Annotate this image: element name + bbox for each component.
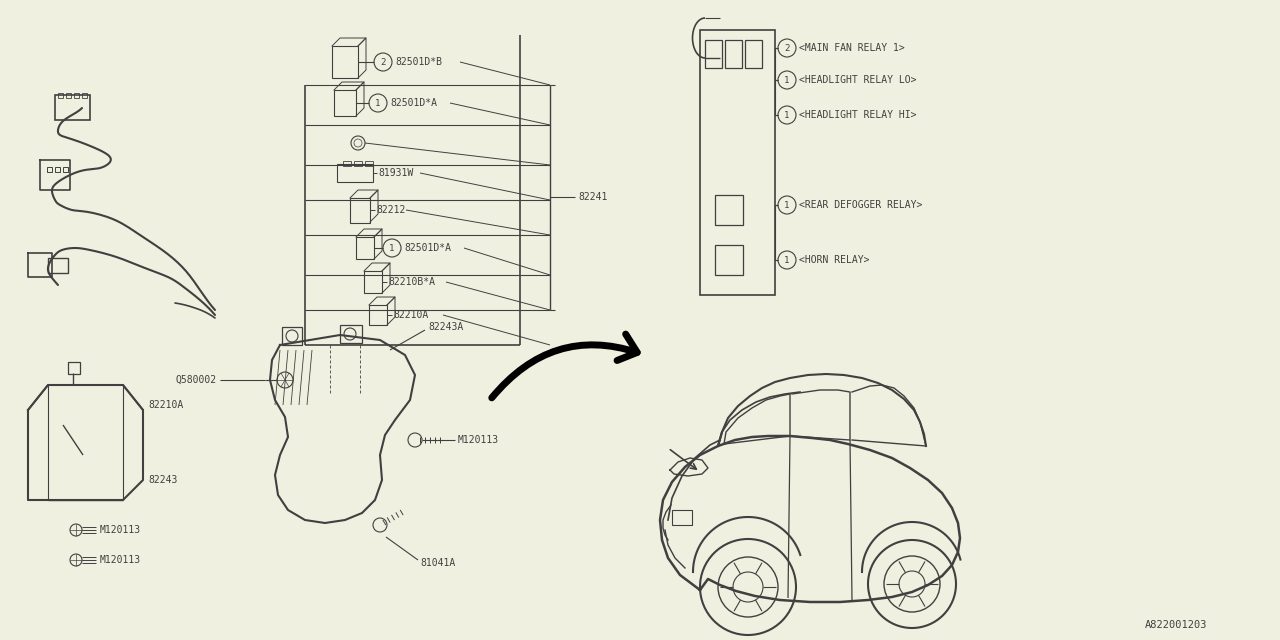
Bar: [63, 167, 68, 172]
Text: 2: 2: [380, 58, 385, 67]
Text: M120113: M120113: [100, 525, 141, 535]
Text: <MAIN FAN RELAY 1>: <MAIN FAN RELAY 1>: [799, 43, 905, 53]
Text: 1: 1: [375, 99, 380, 108]
Bar: [49, 258, 68, 273]
Bar: [716, 195, 742, 225]
Bar: [745, 40, 762, 68]
Bar: [364, 271, 381, 293]
Bar: [74, 93, 79, 98]
Text: 82501D*B: 82501D*B: [396, 57, 442, 67]
Text: <REAR DEFOGGER RELAY>: <REAR DEFOGGER RELAY>: [799, 200, 923, 210]
Bar: [349, 198, 370, 223]
Text: Q580002: Q580002: [175, 375, 216, 385]
Text: M120113: M120113: [458, 435, 499, 445]
Text: 1: 1: [785, 255, 790, 264]
Text: 81931W: 81931W: [378, 168, 413, 178]
Bar: [365, 161, 372, 166]
Bar: [343, 161, 351, 166]
Text: <HEADLIGHT RELAY LO>: <HEADLIGHT RELAY LO>: [799, 75, 916, 85]
Text: 82501D*A: 82501D*A: [404, 243, 451, 253]
Text: 81041A: 81041A: [420, 558, 456, 568]
Text: 1: 1: [785, 111, 790, 120]
Text: 2: 2: [785, 44, 790, 52]
Text: 1: 1: [785, 200, 790, 209]
Bar: [68, 362, 79, 374]
Text: 1: 1: [389, 243, 394, 253]
Bar: [282, 327, 302, 345]
Text: 82210B*A: 82210B*A: [388, 277, 435, 287]
Bar: [55, 167, 60, 172]
Bar: [55, 95, 90, 120]
Bar: [337, 164, 372, 182]
Text: 82212: 82212: [376, 205, 406, 215]
Bar: [67, 93, 70, 98]
Bar: [724, 40, 742, 68]
Text: 82241: 82241: [579, 192, 608, 202]
Bar: [332, 46, 358, 78]
Text: <HORN RELAY>: <HORN RELAY>: [799, 255, 869, 265]
Bar: [47, 167, 52, 172]
Bar: [369, 305, 387, 325]
Text: A822001203: A822001203: [1146, 620, 1207, 630]
Text: 82210A: 82210A: [148, 400, 183, 410]
Bar: [672, 510, 692, 525]
Bar: [58, 93, 63, 98]
Bar: [334, 90, 356, 116]
Text: 82501D*A: 82501D*A: [390, 98, 436, 108]
Bar: [716, 245, 742, 275]
Text: 82243: 82243: [148, 475, 178, 485]
Text: 1: 1: [785, 76, 790, 84]
Bar: [82, 93, 87, 98]
Bar: [705, 40, 722, 68]
Bar: [355, 161, 362, 166]
Bar: [700, 30, 774, 295]
FancyArrowPatch shape: [492, 334, 637, 398]
Bar: [340, 325, 362, 343]
Text: 82243A: 82243A: [428, 322, 463, 332]
Text: <HEADLIGHT RELAY HI>: <HEADLIGHT RELAY HI>: [799, 110, 916, 120]
Text: M120113: M120113: [100, 555, 141, 565]
Text: 82210A: 82210A: [393, 310, 429, 320]
Bar: [356, 237, 374, 259]
